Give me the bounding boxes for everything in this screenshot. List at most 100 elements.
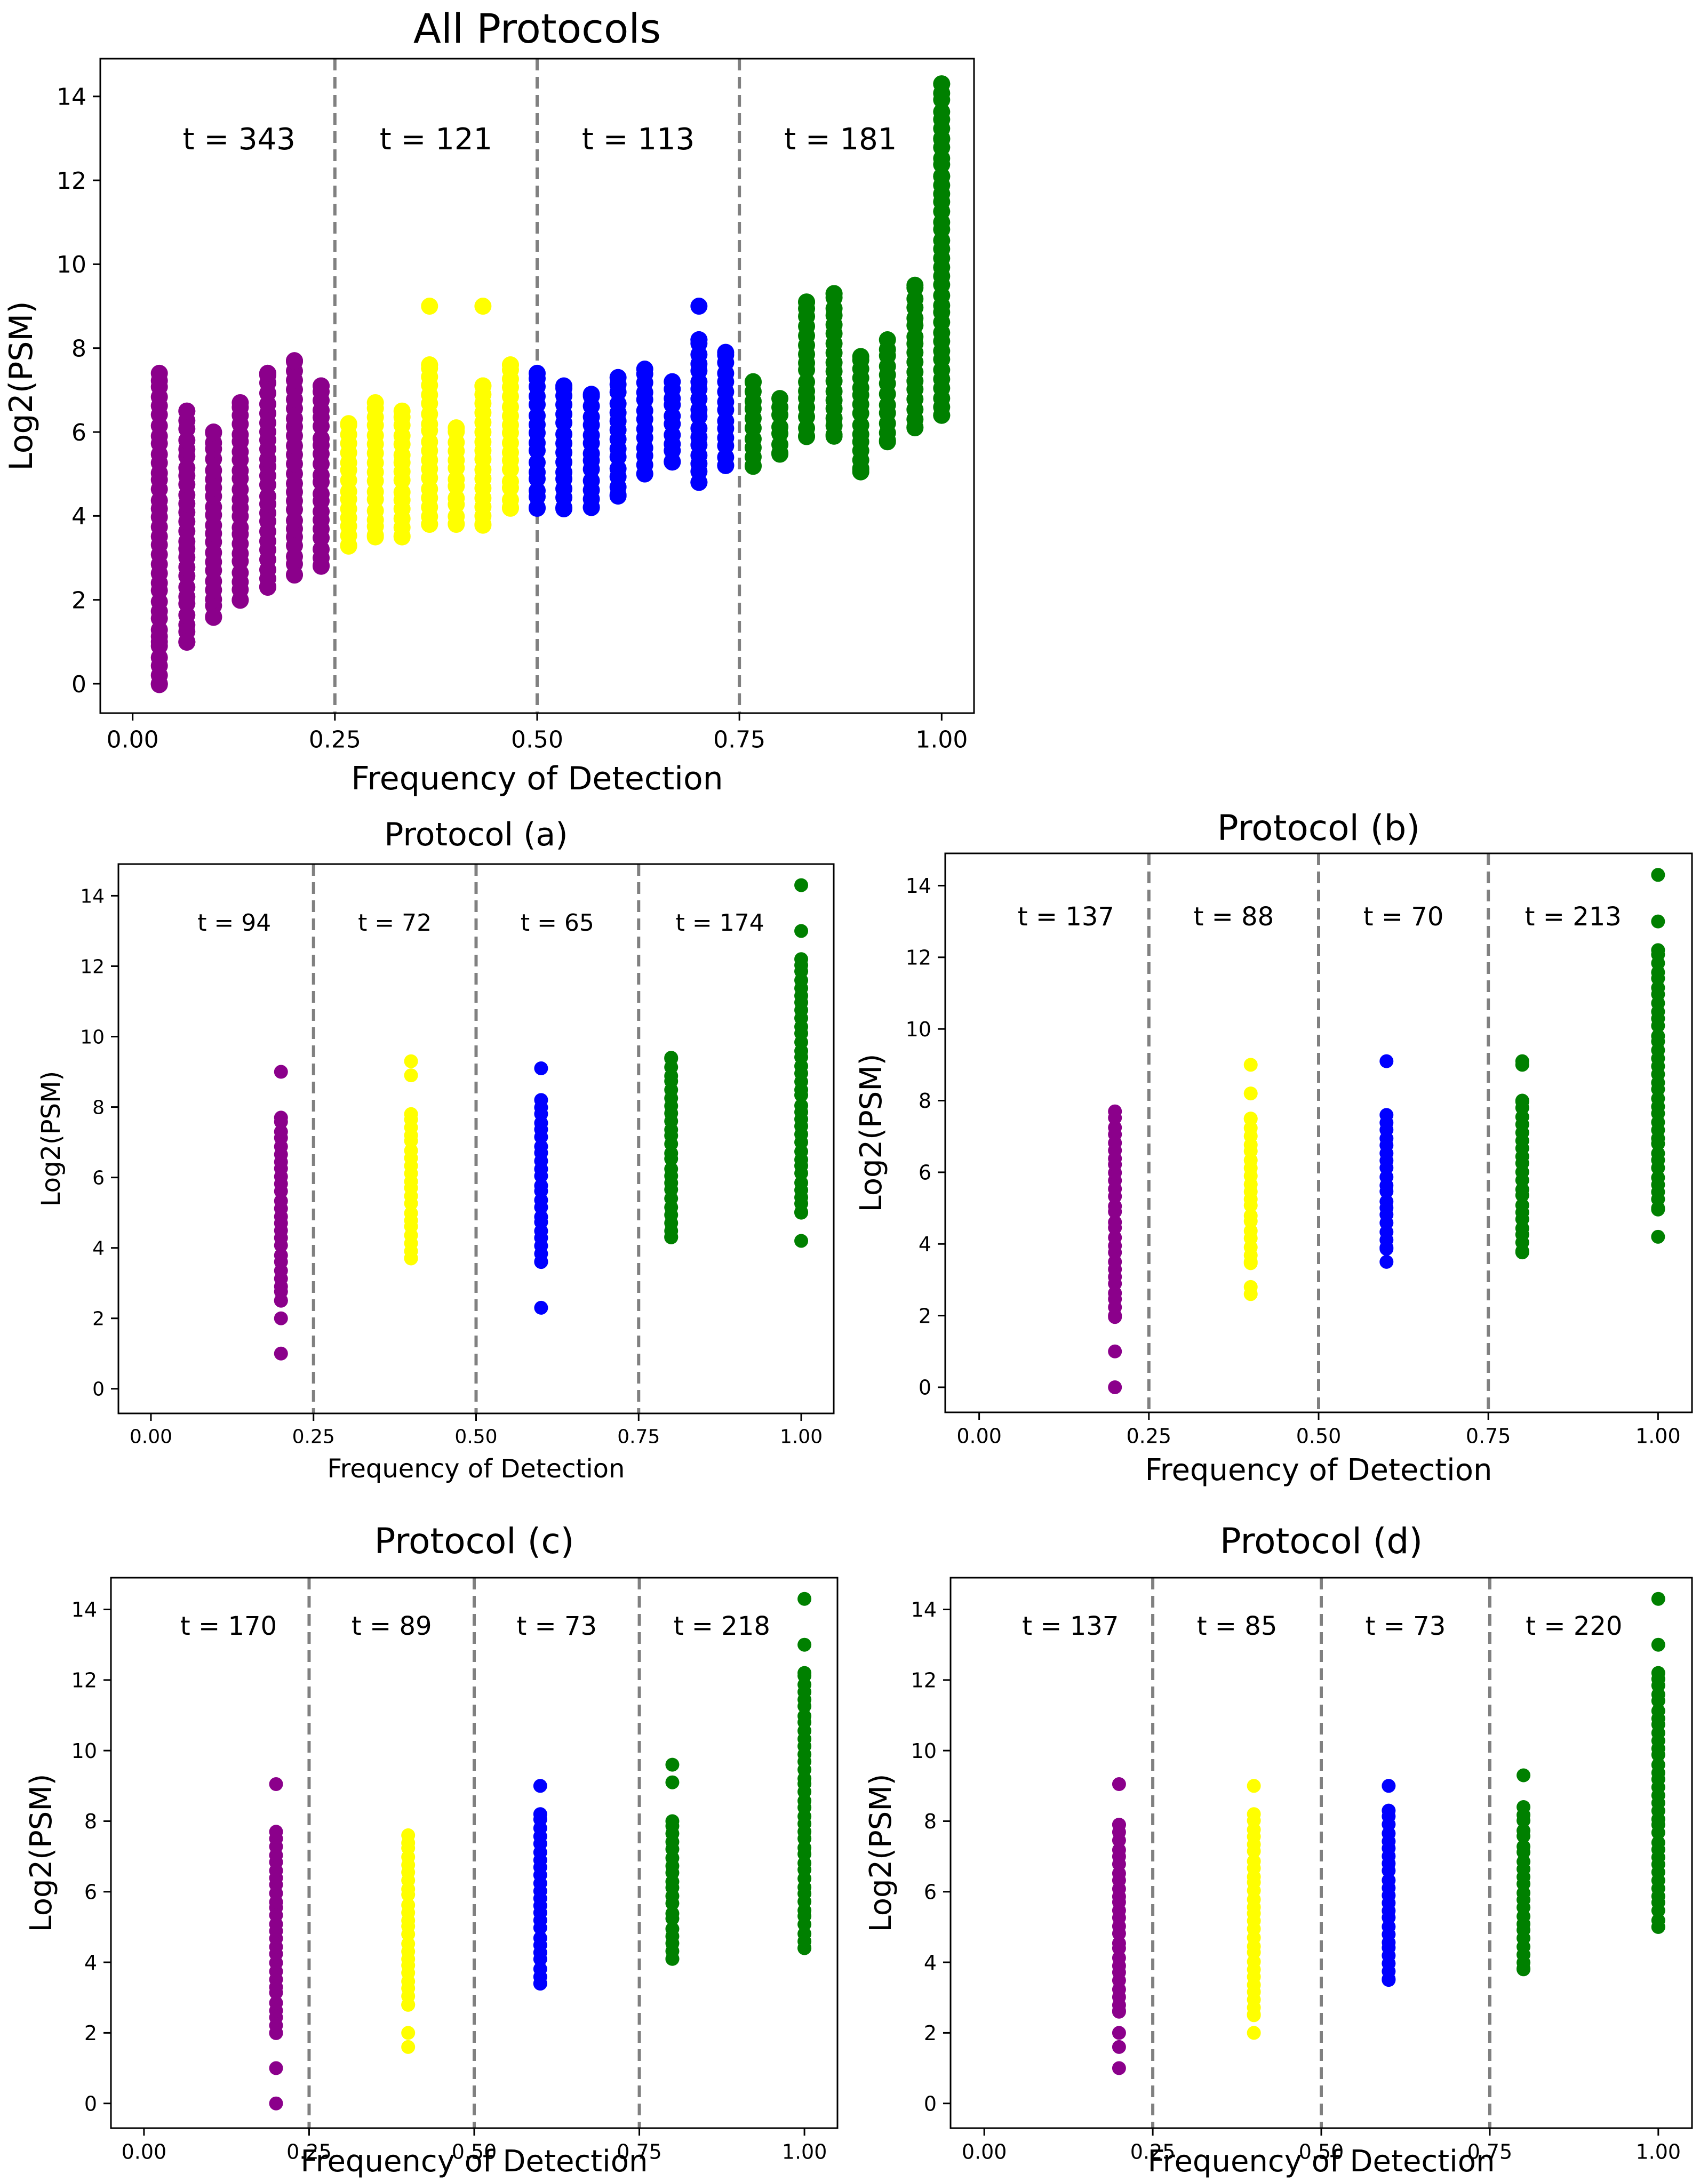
data-point <box>771 418 788 436</box>
data-point <box>1651 914 1665 929</box>
count-annotation: t = 113 <box>582 122 695 157</box>
count-annotation: t = 343 <box>183 122 296 157</box>
y-tick-label: 8 <box>924 1810 937 1833</box>
series-0.25-0.5 <box>340 298 519 555</box>
data-point <box>1651 1637 1665 1652</box>
data-point <box>1379 1254 1394 1269</box>
data-point <box>529 364 546 382</box>
series-0-0.25 <box>274 1065 288 1361</box>
chart-all: All Protocols t = 343 t = 121 t = 113 t = 18… <box>3 5 975 797</box>
count-annotation: t = 218 <box>674 1611 770 1641</box>
data-point <box>609 486 627 503</box>
count-annotation: t = 174 <box>676 909 764 937</box>
data-point <box>269 1777 283 1791</box>
data-point <box>286 352 303 370</box>
y-tick-label: 2 <box>924 2021 937 2045</box>
data-point <box>1108 1308 1122 1323</box>
data-point <box>797 1709 812 1723</box>
data-point <box>1651 1757 1665 1772</box>
y-axis-label: Log2(PSM) <box>864 1774 898 1932</box>
data-point <box>269 2026 283 2040</box>
y-tick-label: 0 <box>84 2092 97 2115</box>
x-tick-label: 0.75 <box>617 2140 662 2164</box>
data-point <box>1112 2061 1126 2075</box>
data-point <box>1247 2026 1261 2040</box>
data-point <box>582 386 600 403</box>
x-tick-label: 0.25 <box>292 1426 335 1448</box>
data-point <box>771 444 788 462</box>
data-point <box>474 377 492 395</box>
data-point <box>150 633 168 651</box>
y-tick-label: 8 <box>71 335 86 363</box>
data-point <box>533 1779 547 1793</box>
x-tick-label: 0.00 <box>107 726 159 754</box>
data-point <box>1112 2040 1126 2054</box>
series-0.5-0.75 <box>534 1061 548 1315</box>
y-tick-label: 4 <box>92 1238 105 1260</box>
data-point <box>690 420 708 437</box>
data-point <box>933 406 951 424</box>
data-point <box>178 633 196 651</box>
data-point <box>1112 1951 1126 1965</box>
data-point <box>665 1922 680 1936</box>
count-annotation: t = 94 <box>197 909 271 937</box>
x-axis-label: Frequency of Detection <box>328 1454 625 1484</box>
data-point <box>794 1098 809 1113</box>
count-annotation: t = 65 <box>521 909 594 937</box>
data-point <box>1112 1936 1126 1951</box>
data-point <box>533 1962 547 1976</box>
x-tick-label: 0.50 <box>454 1426 497 1448</box>
y-tick-label: 6 <box>919 1161 931 1185</box>
series-0.5-0.75 <box>529 298 735 517</box>
data-point <box>794 1234 809 1248</box>
x-tick-label: 0.50 <box>1296 1425 1342 1448</box>
x-tick-label: 0.25 <box>1130 2140 1176 2164</box>
y-tick-label: 6 <box>84 1880 97 1904</box>
x-tick-label: 0.00 <box>122 2140 167 2164</box>
data-point <box>1108 1344 1122 1358</box>
data-point <box>448 489 465 507</box>
count-annotation: t = 137 <box>1022 1611 1119 1641</box>
data-point <box>665 1906 680 1921</box>
data-point <box>404 1068 418 1083</box>
series-0.75-1 <box>1515 868 1665 1260</box>
data-point <box>501 356 519 374</box>
data-point <box>534 1139 548 1154</box>
y-tick-label: 12 <box>71 1669 97 1692</box>
data-point <box>798 427 816 445</box>
data-point <box>1243 1224 1258 1238</box>
y-tick-label: 10 <box>911 1739 937 1763</box>
data-point <box>421 516 438 533</box>
data-point <box>690 331 708 348</box>
data-point <box>1382 1973 1396 1987</box>
y-tick-label: 4 <box>919 1233 931 1256</box>
series-0-0.25 <box>269 1777 283 2111</box>
data-point <box>274 1248 288 1262</box>
series-0-0.25 <box>1112 1777 1126 2075</box>
count-annotation: t = 85 <box>1197 1611 1278 1641</box>
x-tick-label: 0.00 <box>962 2140 1007 2164</box>
data-point <box>533 1931 547 1945</box>
data-point <box>421 356 438 374</box>
data-point <box>852 417 869 434</box>
data-point <box>1651 1146 1665 1161</box>
y-tick-label: 2 <box>84 2021 97 2045</box>
data-point <box>1108 1230 1122 1245</box>
chart-d: Protocol (d) t = 137 t = 85 t = 73 t = 220 0.… <box>864 1521 1693 2179</box>
chart-title: All Protocols <box>413 5 661 52</box>
chart-c: Protocol (c) t = 170 t = 89 t = 73 t = 218 0.… <box>24 1521 839 2179</box>
data-point <box>1515 1244 1529 1258</box>
y-tick-label: 8 <box>84 1810 97 1833</box>
x-tick-label: 1.00 <box>1635 1425 1681 1448</box>
data-point <box>1651 1920 1665 1934</box>
data-point <box>1108 1121 1122 1135</box>
data-point <box>1382 1779 1396 1793</box>
data-point <box>744 373 762 390</box>
data-point <box>1515 1093 1529 1108</box>
data-point <box>274 1346 288 1361</box>
data-point <box>1651 1666 1665 1680</box>
data-point <box>534 1061 548 1075</box>
count-annotation: t = 88 <box>1194 902 1274 932</box>
series-0.25-0.5 <box>404 1054 418 1266</box>
data-point <box>269 2096 283 2111</box>
